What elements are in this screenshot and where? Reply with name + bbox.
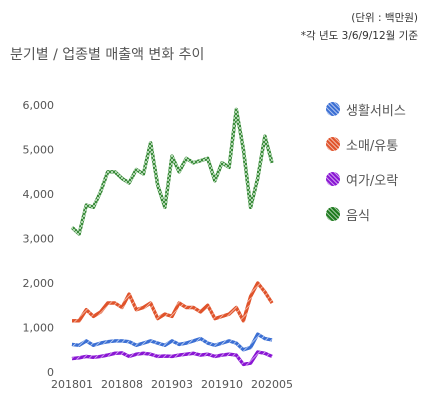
x-tick-label: 201903 [151, 378, 193, 391]
series-line-texture [71, 332, 273, 352]
y-tick-label: 6,000 [23, 99, 55, 112]
legend-label: 소매/유통 [346, 138, 399, 154]
legend-swatch-icon [326, 102, 340, 116]
legend-item[interactable]: 생활서비스 [326, 100, 406, 119]
x-tick-label: 201801 [51, 378, 93, 391]
series-line-texture [70, 107, 274, 236]
legend-item[interactable]: 소매/유통 [326, 135, 406, 154]
y-tick-label: 4,000 [23, 188, 55, 201]
legend-label: 음식 [346, 208, 370, 224]
series-2 [72, 281, 274, 323]
series-3 [71, 350, 273, 367]
y-tick-label: 0 [47, 366, 54, 379]
y-tick-label: 3,000 [23, 233, 55, 246]
legend-item[interactable]: 음식 [326, 205, 406, 224]
y-axis: 0 1,000 2,000 3,000 4,000 5,000 6,000 [23, 99, 55, 379]
x-axis: 201801 201808 201903 201910 202005 [51, 378, 293, 391]
series-line [70, 107, 274, 236]
legend-swatch-icon [326, 172, 340, 186]
series-line-texture [71, 350, 273, 366]
x-tick-label: 201910 [201, 378, 243, 391]
x-tick-label: 202005 [251, 378, 293, 391]
legend-item[interactable]: 여가/오락 [326, 170, 406, 189]
series-1 [71, 332, 273, 352]
x-tick-label: 201808 [101, 378, 143, 391]
y-tick-label: 1,000 [23, 322, 55, 335]
legend-swatch-icon [326, 137, 340, 151]
chart-title: 분기별 / 업종별 매출액 변화 추이 [10, 47, 205, 63]
series-layer [70, 107, 274, 367]
legend-swatch-icon [326, 207, 340, 221]
series-line-texture [72, 281, 274, 323]
legend-label: 생활서비스 [346, 103, 406, 119]
y-tick-label: 5,000 [23, 144, 55, 157]
series-4 [70, 107, 274, 236]
legend-label: 여가/오락 [346, 173, 399, 189]
unit-label: (단위 : 백만원) [351, 12, 418, 24]
y-tick-label: 2,000 [23, 277, 55, 290]
reference-note: *각 년도 3/6/9/12월 기준 [300, 30, 418, 42]
